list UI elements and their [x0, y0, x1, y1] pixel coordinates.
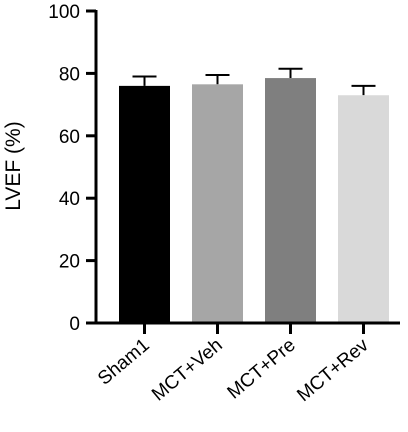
bars: [119, 67, 389, 324]
y-tick-label: 20: [59, 252, 80, 273]
x-tick-label: MCT+Veh: [148, 335, 227, 406]
x-tick-label: MCT+Rev: [293, 334, 373, 406]
y-tick-label: 0: [69, 314, 80, 335]
y-tick-label: 100: [48, 2, 80, 23]
y-tick-label: 40: [59, 189, 80, 210]
y-axis: 0 20 40 60 80 100: [48, 2, 98, 335]
x-tick-label: MCT+Pre: [224, 335, 300, 404]
x-tick-label: Sham1: [94, 335, 154, 390]
y-tick-label: 60: [59, 127, 80, 148]
y-axis-label: LVEF (%): [2, 121, 25, 210]
bar: [338, 95, 389, 324]
bar: [265, 78, 316, 323]
bar: [119, 85, 170, 323]
bar: [192, 84, 243, 323]
y-tick-label: 80: [59, 64, 80, 85]
